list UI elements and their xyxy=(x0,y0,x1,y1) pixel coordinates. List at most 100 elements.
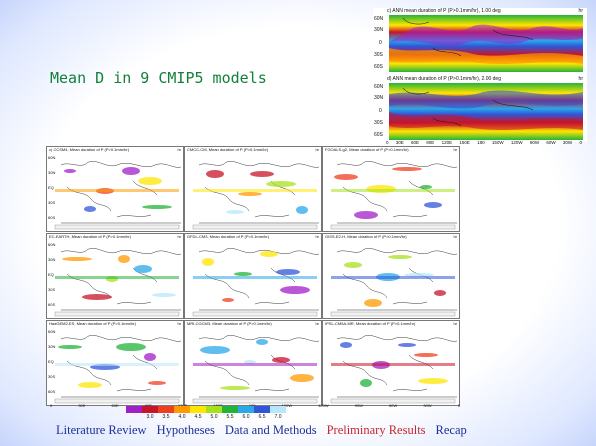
obs-lon-label: 0 xyxy=(386,140,389,145)
model-lon-label: 90E xyxy=(145,403,152,408)
model-lat-label: 30N xyxy=(48,344,56,349)
model-lat-label: 30N xyxy=(48,257,56,262)
model-caption: IPSL-CM5A-MR, Mean duration of P (P>0.1m… xyxy=(325,321,416,326)
obs-lat-label: 30S xyxy=(374,52,383,58)
obs-lon-label: 30W xyxy=(562,140,573,145)
obs-lon-label: 120W xyxy=(510,140,523,145)
model-caption: GFDL-CM3, Mean duration of P (P>0.1mm/hr… xyxy=(187,234,270,239)
colorbar-swatch xyxy=(126,406,142,413)
model-map: HadGEM2-ES, Mean duration of P (P>0.1mm/… xyxy=(46,320,184,406)
obs-lat-label: 30S xyxy=(374,120,383,126)
observed-unit: hr xyxy=(578,8,583,14)
obs-lat-label: 60N xyxy=(374,16,384,22)
model-unit: hr xyxy=(177,147,181,152)
model-caption: MRI-CGCM3, Mean duration of P (P>0.1mm/h… xyxy=(187,321,272,326)
nav-item[interactable]: Data and Methods xyxy=(224,423,317,437)
obs-lat-label: 0 xyxy=(379,108,382,114)
model-unit: hr xyxy=(177,234,181,239)
model-caption: GISS-E2-H, Mean duration of P (P>0.1mm/h… xyxy=(325,234,407,239)
model-field xyxy=(192,335,320,404)
observed-map-2deg: d) ANN mean duration of P (P>0.1mm/hr), … xyxy=(373,76,587,142)
model-map: GFDL-CM3, Mean duration of P (P>0.1mm/hr… xyxy=(184,233,322,319)
colorbar-tick: 4.5 xyxy=(194,414,202,420)
model-field xyxy=(330,335,458,404)
nav-item[interactable]: Preliminary Results xyxy=(326,423,426,437)
model-lon-label: 150W xyxy=(281,403,293,408)
model-unit: hr xyxy=(315,321,319,326)
obs-lon-label: 60W xyxy=(546,140,556,145)
model-lon-label: 60E xyxy=(111,403,119,408)
colorbar-tick: 6.5 xyxy=(258,414,266,420)
colorbar-swatch xyxy=(158,406,174,413)
colorbar-swatch xyxy=(238,406,254,413)
colorbar: 3.0 3.5 4.0 4.5 5.0 5.5 6.0 6.5 7.0 xyxy=(126,406,286,420)
model-field xyxy=(54,161,182,230)
colorbar-swatch xyxy=(270,406,286,413)
obs-lat-label: 60S xyxy=(374,64,383,70)
model-map: c) CCSM4, Mean duration of P (P>0.1mm/hr… xyxy=(46,146,184,232)
colorbar-tick: 4.0 xyxy=(178,414,186,420)
colorbar-swatch xyxy=(190,406,206,413)
model-caption: CMCC-CM, Mean duration of P (P>0.1mm/hr) xyxy=(187,147,269,152)
model-lon-label: 120E xyxy=(178,403,187,408)
model-lat-label: 30S xyxy=(48,200,56,205)
model-lon-label: 60W xyxy=(389,403,398,408)
model-lat-label: 60N xyxy=(48,329,56,334)
obs-lat-label: 30N xyxy=(374,95,384,101)
model-caption: FGOALS-g2, Mean duration of P (P>0.1mm/h… xyxy=(325,147,409,152)
model-lon-label: 0 xyxy=(50,403,53,408)
model-unit: hr xyxy=(453,321,457,326)
observed-field xyxy=(389,15,583,72)
model-lat-label: 30S xyxy=(48,287,56,292)
model-lon-label: 180 xyxy=(249,403,256,408)
model-map: GISS-E2-H, Mean duration of P (P>0.1mm/h… xyxy=(322,233,460,319)
colorbar-swatch xyxy=(206,406,222,413)
obs-lon-label: 90W xyxy=(529,140,540,145)
colorbar-tick: 5.5 xyxy=(226,414,234,420)
nav-item[interactable]: Recap xyxy=(435,423,467,437)
obs-lon-label: 150W xyxy=(491,140,504,145)
model-map: CMCC-CM, Mean duration of P (P>0.1mm/hr)… xyxy=(184,146,322,232)
model-field xyxy=(54,248,182,317)
observed-figure: c) ANN mean duration of P (P>0.1mm/hr), … xyxy=(373,8,587,142)
obs-lon-label: 60E xyxy=(411,140,420,145)
nav-item[interactable]: Hypotheses xyxy=(156,423,215,437)
obs-lon-label: 150E xyxy=(459,140,470,145)
observed-caption: c) ANN mean duration of P (P>0.1mm/hr), … xyxy=(387,8,501,14)
model-lon-label: 120W xyxy=(318,403,329,408)
model-unit: hr xyxy=(453,234,457,239)
obs-lat-label: 60N xyxy=(374,84,384,90)
model-unit: hr xyxy=(315,147,319,152)
obs-lon-label: 180 xyxy=(477,140,485,145)
model-field xyxy=(54,335,182,404)
model-map: EC-EARTH, Mean duration of P (P>0.1mm/hr… xyxy=(46,233,184,319)
model-unit: hr xyxy=(453,147,457,152)
colorbar-swatch xyxy=(174,406,190,413)
nav-item[interactable]: Literature Review xyxy=(56,423,147,437)
model-lon-axis: 0 30E 60E 90E 120E 150E 180 150W 120W 90W 60W 30W 0 xyxy=(50,403,460,408)
model-lon-label: 90W xyxy=(354,403,363,408)
slide-title: Mean D in 9 CMIP5 models xyxy=(50,69,267,87)
observed-field xyxy=(389,83,583,140)
model-lat-label: 60S xyxy=(48,215,56,220)
model-caption: HadGEM2-ES, Mean duration of P (P>0.1mm/… xyxy=(49,321,136,326)
obs-lon-label: 120E xyxy=(441,140,453,145)
observed-caption: d) ANN mean duration of P (P>0.1mm/hr), … xyxy=(387,76,501,82)
model-lat-label: 60N xyxy=(48,155,56,160)
colorbar-tick: 5.0 xyxy=(210,414,218,420)
obs-lat-label: 0 xyxy=(379,40,382,46)
obs-lon-label: 0 xyxy=(579,140,582,145)
model-caption: c) CCSM4, Mean duration of P (P>0.1mm/hr… xyxy=(49,147,130,152)
observed-lon-axis: 0 30E 60E 90E 120E 150E 180 150W 120W 90W 60W 30W 0 xyxy=(386,140,582,145)
model-lat-label: 30S xyxy=(48,374,56,379)
colorbar-tick: 6.0 xyxy=(242,414,250,420)
observed-map-1deg: c) ANN mean duration of P (P>0.1mm/hr), … xyxy=(373,8,587,74)
model-field xyxy=(330,161,458,230)
model-lat-label: EQ xyxy=(48,185,54,190)
model-lon-label: 150E xyxy=(213,403,222,408)
model-map: MRI-CGCM3, Mean duration of P (P>0.1mm/h… xyxy=(184,320,322,406)
obs-lat-label: 30N xyxy=(374,27,384,33)
obs-lon-label: 30E xyxy=(395,140,404,145)
model-grid: c) CCSM4, Mean duration of P (P>0.1mm/hr… xyxy=(46,146,460,406)
